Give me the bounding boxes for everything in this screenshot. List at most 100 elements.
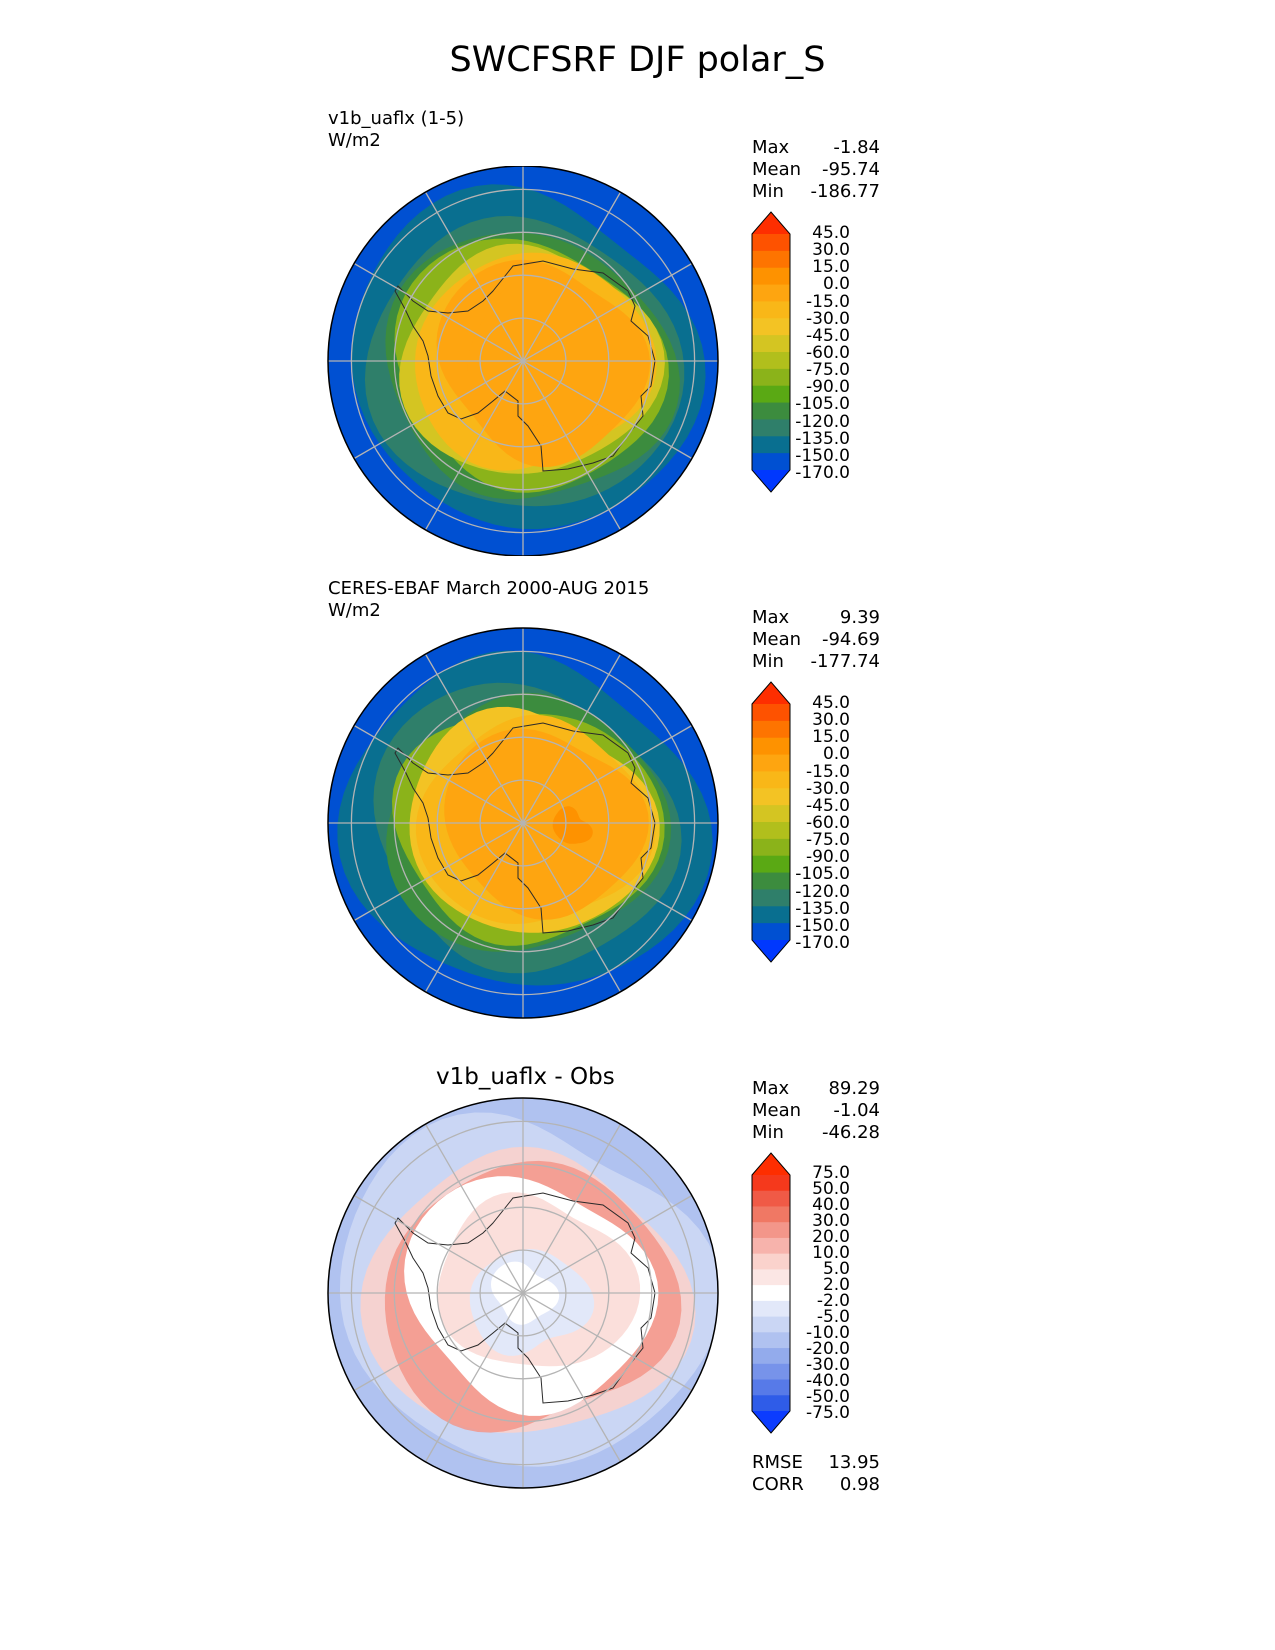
panel3-map-field bbox=[327, 1097, 719, 1489]
colorbar-tick-label: -15.0 bbox=[806, 291, 850, 312]
colorbar-band bbox=[752, 704, 790, 722]
panel1-polar-map bbox=[327, 166, 719, 556]
colorbar-band bbox=[752, 1285, 790, 1302]
panel2-units: W/m2 bbox=[328, 600, 381, 621]
antarctica-coastline bbox=[394, 260, 656, 472]
colorbar-band bbox=[752, 1379, 790, 1396]
colorbar-band bbox=[752, 234, 790, 252]
colorbar-band bbox=[752, 1222, 790, 1239]
panel3-metrics: RMSE 13.95 CORR 0.98 bbox=[752, 1452, 880, 1496]
panel1-mean-value: -95.74 bbox=[821, 159, 880, 180]
colorbar-tick-label: -90.0 bbox=[806, 377, 850, 398]
colorbar-band bbox=[752, 1175, 790, 1192]
meridian-line bbox=[424, 653, 622, 993]
map-boundary bbox=[327, 1097, 719, 1489]
colorbar-band bbox=[752, 402, 790, 420]
colorbar-band bbox=[752, 923, 790, 941]
antarctica-coastline bbox=[394, 722, 656, 934]
panel1-min-value: -186.77 bbox=[810, 181, 880, 202]
colorbar-band bbox=[752, 1395, 790, 1412]
colorbar-band bbox=[752, 1253, 790, 1270]
colorbar-tick-label: 75.0 bbox=[812, 1163, 850, 1183]
corr-label: CORR bbox=[752, 1474, 804, 1495]
panel2-label: CERES-EBAF March 2000-AUG 2015 W/m2 bbox=[328, 578, 649, 622]
colorbar-band bbox=[752, 1190, 790, 1207]
panel2-min-value: -177.74 bbox=[810, 651, 880, 672]
map-layers bbox=[328, 166, 718, 556]
colorbar-band bbox=[752, 737, 790, 756]
colorbar-band bbox=[752, 284, 790, 302]
colorbar-band bbox=[752, 368, 790, 387]
colorbar-tick-label: -30.0 bbox=[806, 1355, 850, 1375]
colorbar-outline bbox=[751, 211, 791, 493]
panel2-colorbar bbox=[751, 681, 791, 963]
colorbar-band bbox=[752, 352, 790, 370]
colorbar-band bbox=[752, 720, 790, 739]
colorbar-band bbox=[752, 267, 790, 286]
colorbar-band bbox=[752, 318, 790, 336]
panel2-mean-label: Mean bbox=[752, 629, 802, 650]
colorbar-tick-label: 45.0 bbox=[812, 223, 850, 243]
panel1-model-name: v1b_uaflx (1-5) bbox=[328, 108, 465, 129]
colorbar-band bbox=[752, 906, 790, 924]
colorbar-tick-label: 45.0 bbox=[812, 693, 850, 713]
colorbar-tick-label: -40.0 bbox=[806, 1371, 850, 1391]
colorbar-tick-label: -5.0 bbox=[816, 1307, 850, 1327]
colorbar-tick-label: -135.0 bbox=[795, 898, 850, 919]
panel1-max-value: -1.84 bbox=[833, 137, 880, 158]
map-layers bbox=[328, 628, 718, 1018]
colorbar-tick-label: 50.0 bbox=[812, 1179, 850, 1199]
colorbar-band bbox=[752, 419, 790, 437]
panel2-map-field bbox=[327, 627, 719, 1019]
map-layers bbox=[328, 1098, 718, 1488]
panel2-max-value: 9.39 bbox=[839, 607, 880, 628]
colorbar-tick-label: -45.0 bbox=[806, 795, 850, 816]
panel2-mean-value: -94.69 bbox=[821, 629, 880, 650]
colorbar-tick-label: -20.0 bbox=[806, 1339, 850, 1359]
panel1-colorbar-ticks: 45.0 30.0 15.0 0.0 -15.0 -30.0 -45.0 -60.0 -75.0… bbox=[788, 223, 850, 483]
figure-title: SWCFSRF DJF polar_S bbox=[449, 40, 826, 80]
colorbar-extend-bottom bbox=[752, 1411, 790, 1433]
colorbar-tick-label: -105.0 bbox=[795, 394, 850, 415]
colorbar-tick-label: -30.0 bbox=[806, 778, 850, 799]
meridian-line bbox=[424, 1123, 622, 1463]
colorbar-extend-top bbox=[752, 1153, 790, 1175]
colorbar-band bbox=[752, 805, 790, 823]
colorbar-tick-label: -105.0 bbox=[795, 864, 850, 885]
colorbar-tick-label: -15.0 bbox=[806, 761, 850, 782]
colorbar-tick-label: 2.0 bbox=[822, 1275, 850, 1295]
colorbar-band bbox=[752, 250, 790, 269]
panel2-polar-map bbox=[327, 627, 719, 1019]
panel2-stats: Max 9.39 Mean -94.69 Min -177.74 bbox=[752, 607, 880, 673]
panel1-colorbar-bands bbox=[751, 211, 791, 493]
colorbar-extend-top bbox=[752, 212, 790, 234]
colorbar-tick-label: 40.0 bbox=[812, 1195, 850, 1215]
colorbar-tick-label: -120.0 bbox=[795, 881, 850, 902]
panel1-units: W/m2 bbox=[328, 130, 381, 151]
colorbar-band bbox=[752, 1300, 790, 1318]
panel3-stats: Max 89.29 Mean -1.04 Min -46.28 bbox=[752, 1078, 880, 1144]
colorbar-extend-bottom bbox=[752, 940, 790, 962]
panel2-colorbar-ticks: 45.0 30.0 15.0 0.0 -15.0 -30.0 -45.0 -60.0 -75.0… bbox=[788, 693, 850, 953]
colorbar-band bbox=[752, 385, 790, 404]
colorbar-band bbox=[752, 838, 790, 857]
meridian-line bbox=[424, 191, 622, 531]
panel3-min-value: -46.28 bbox=[821, 1122, 880, 1143]
map-contour-fill bbox=[467, 274, 641, 430]
colorbar-tick-label: -120.0 bbox=[795, 411, 850, 432]
colorbar-tick-label: -150.0 bbox=[795, 915, 850, 936]
colorbar-tick-label: -10.0 bbox=[806, 1323, 850, 1343]
colorbar-tick-label: 20.0 bbox=[812, 1227, 850, 1247]
colorbar-tick-label: -60.0 bbox=[806, 343, 850, 363]
panel3-title: v1b_uaflx - Obs bbox=[436, 1064, 615, 1090]
colorbar-band bbox=[752, 1363, 790, 1381]
colorbar-tick-label: 30.0 bbox=[812, 240, 850, 261]
colorbar-band bbox=[752, 301, 790, 319]
colorbar-tick-label: -2.0 bbox=[816, 1291, 850, 1311]
panel1-colorbar bbox=[751, 211, 791, 493]
panel1-min-label: Min bbox=[752, 181, 784, 202]
colorbar-band bbox=[752, 889, 790, 907]
colorbar-tick-label: -170.0 bbox=[795, 933, 850, 953]
colorbar-tick-label: -150.0 bbox=[795, 445, 850, 466]
panel1-label: v1b_uaflx (1-5) W/m2 bbox=[328, 108, 464, 152]
